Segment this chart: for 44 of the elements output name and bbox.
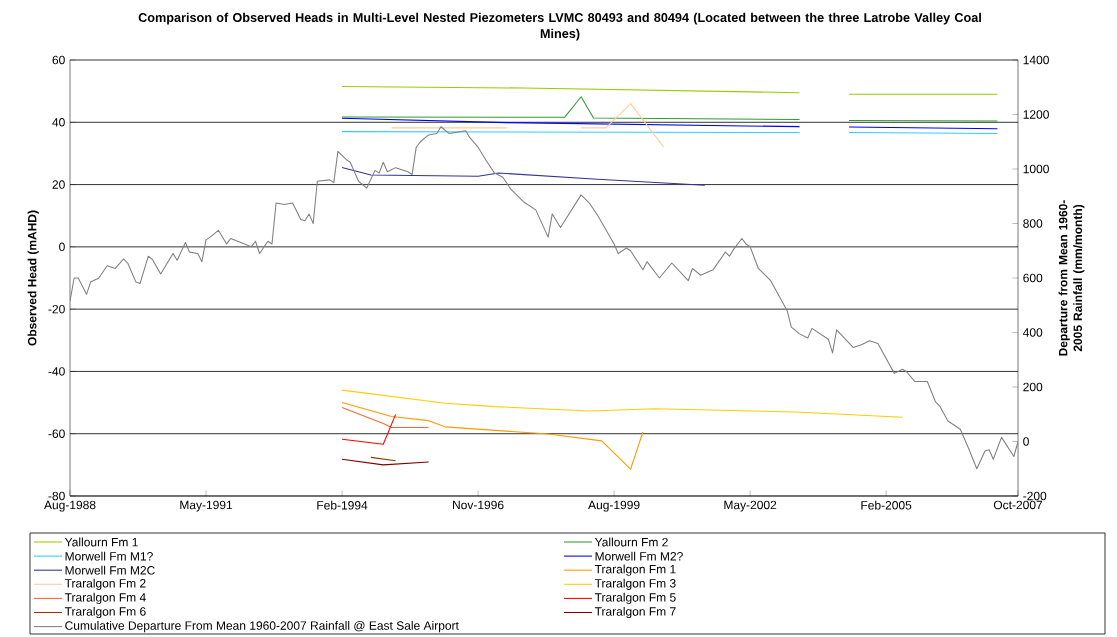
legend-label: Traralgon Fm 7 [594,606,676,619]
x-tick-label: May-2002 [724,500,777,512]
legend-label: Traralgon Fm 1 [594,564,676,576]
x-tick-label: Oct-2007 [993,500,1043,510]
y2-tick-label: 400 [1022,328,1043,337]
y-tick-label: -40 [48,367,65,376]
line-series [341,402,644,470]
x-tick-label: Feb-1994 [317,500,368,510]
legend-label: Morwell Fm M2C [65,565,155,575]
y-tick-label: 60 [52,55,65,65]
legend-label: Traralgon Fm 3 [594,578,676,590]
x-tick-label: Aug-1999 [588,500,640,512]
legend-label: Traralgon Fm 2 [64,578,146,590]
legend-label: Traralgon Fm 4 [64,592,146,604]
line-series [341,389,904,418]
y2-tick-label: 1200 [1023,110,1049,119]
y-tick-label: 40 [52,118,65,127]
x-tick-label: Feb-2005 [861,500,912,510]
y-tick-label: -20 [48,304,65,314]
y2-tick-label: 1000 [1023,164,1049,174]
legend-label: Traralgon Fm 5 [594,592,676,604]
y2-tick-label: 0 [1023,437,1029,446]
y2-tick-label: 600 [1023,273,1043,283]
y-tick-label: 0 [59,242,65,252]
y2-tick-label: 1400 [1023,55,1049,65]
y-axis-title: Observed Head (mAHD) [27,210,39,346]
chart-title: Comparison of Observed Heads in Multi-Level Nested Piezometers LVMC 80493 and 80494 (Located between the three Latrobe Valley Coal Mines) [138,12,981,41]
legend-label: Traralgon Fm 6 [64,606,146,619]
y2-tick-label: 200 [1023,382,1043,392]
y2-tick-label: -200 [1023,491,1047,501]
x-tick-label: Nov-1996 [453,500,504,510]
y2-axis-title: Departure from Mean 1960-2005 Rainfall (mm/month) [1058,200,1085,356]
y-tick-label: -60 [48,429,65,438]
y2-tick-label: 800 [1023,219,1043,228]
legend-label: Yallourn Fm 1 [64,537,138,547]
line-series [341,166,706,186]
y-tick-label: -80 [48,491,65,501]
y-tick-label: 20 [52,180,65,189]
x-tick-label: May-1991 [180,500,233,512]
legend-label: Morwell Fm M2? [595,551,683,561]
x-tick-label: Aug-1988 [44,500,96,512]
legend-label: Yallourn Fm 2 [594,537,668,547]
legend-label: Cumulative Departure From Mean 1960-2007 Rainfall @ East Sale Airport [65,621,459,633]
legend-label: Morwell Fm M1? [65,551,153,561]
